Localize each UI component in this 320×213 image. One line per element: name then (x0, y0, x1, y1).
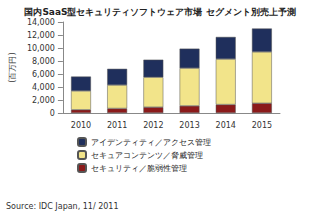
svg-text:アイデンティティ／アクセス管理: アイデンティティ／アクセス管理 (91, 138, 211, 147)
svg-text:2011: 2011 (107, 121, 127, 130)
svg-text:セキュリティ／脆弱性管理: セキュリティ／脆弱性管理 (91, 164, 187, 173)
svg-text:セキュアコンテンツ／脅威管理: セキュアコンテンツ／脅威管理 (91, 151, 203, 160)
svg-text:2012: 2012 (143, 121, 163, 130)
svg-text:0: 0 (50, 109, 55, 118)
svg-text:2,000: 2,000 (32, 96, 55, 105)
svg-text:2015: 2015 (252, 121, 272, 130)
svg-text:2013: 2013 (179, 121, 199, 130)
svg-text:(百万円): (百万円) (8, 52, 17, 82)
svg-text:Source: IDC Japan, 11/ 2011: Source: IDC Japan, 11/ 2011 (6, 202, 119, 211)
svg-text:10,000: 10,000 (27, 44, 55, 53)
svg-text:8,000: 8,000 (32, 57, 55, 66)
svg-text:6,000: 6,000 (32, 70, 55, 79)
svg-text:2014: 2014 (216, 121, 236, 130)
svg-text:12,000: 12,000 (27, 31, 55, 40)
svg-text:4,000: 4,000 (32, 83, 55, 92)
svg-text:14,000: 14,000 (27, 18, 55, 27)
svg-text:国内SaaS型セキュリティソフトウェア市場 セグメント別売上: 国内SaaS型セキュリティソフトウェア市場 セグメント別売上予測 (24, 7, 295, 17)
svg-text:2010: 2010 (71, 121, 91, 130)
